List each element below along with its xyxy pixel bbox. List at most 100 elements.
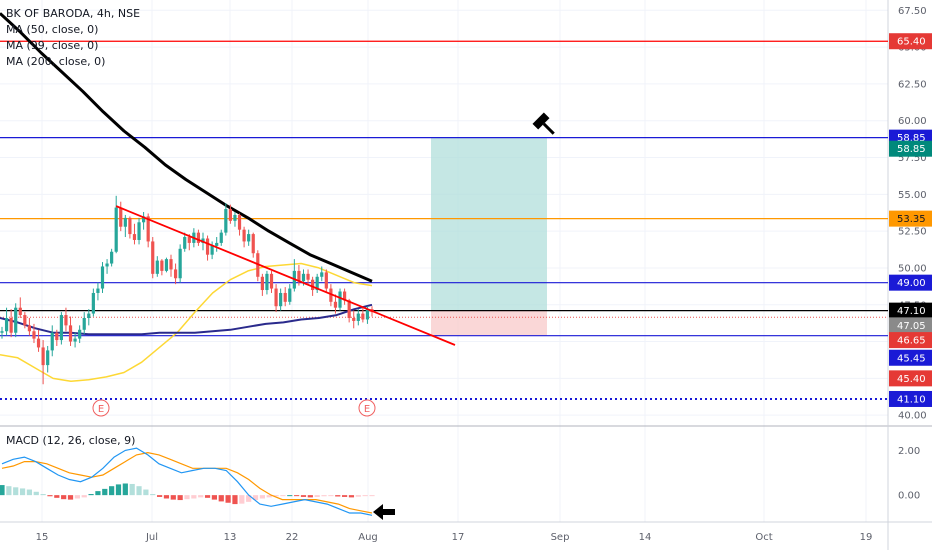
candle-body xyxy=(265,273,269,291)
price-tag-bg xyxy=(889,140,932,157)
candle-body xyxy=(279,292,283,307)
earnings-marker-label: E xyxy=(98,404,104,415)
candle-body xyxy=(132,234,137,240)
candle-body xyxy=(242,229,246,242)
macd-histogram-bar xyxy=(177,495,183,501)
macd-histogram-bar xyxy=(109,486,115,496)
price-tag-47.10: 47.10 xyxy=(889,302,932,319)
candle-body xyxy=(46,350,50,366)
time-axis-tick: 19 xyxy=(860,532,873,543)
legend-symbol[interactable]: BK OF BARODA, 4h, NSE xyxy=(6,7,141,20)
price-tag-45.40: 45.40 xyxy=(889,370,932,387)
candle-body xyxy=(14,307,18,333)
candle-body xyxy=(68,325,73,342)
candle-body xyxy=(151,241,155,274)
price-tag-58.85: 58.85 xyxy=(889,140,932,157)
gavel-handle xyxy=(542,122,555,135)
macd-histogram xyxy=(0,483,375,505)
macd-histogram-bar xyxy=(81,495,87,498)
candle-body xyxy=(137,222,141,240)
legend-ma50[interactable]: MA (50, close, 0) xyxy=(6,23,99,36)
price-tag-label: 53.35 xyxy=(897,214,926,225)
macd-line xyxy=(1,447,373,516)
macd-histogram-bar xyxy=(369,495,375,497)
macd-histogram-bar xyxy=(211,495,218,500)
candle-body xyxy=(55,332,59,341)
price-tag-label: 47.05 xyxy=(897,321,926,332)
price-tag-bg xyxy=(889,210,932,227)
candle-body xyxy=(110,251,114,264)
earnings-marker-circle xyxy=(358,399,376,417)
candle-body xyxy=(352,318,356,321)
macd-histogram-bar xyxy=(88,494,94,496)
time-axis-tick: 13 xyxy=(224,532,237,543)
macd-histogram-bar xyxy=(335,495,341,497)
macd-histogram-bar xyxy=(232,495,238,505)
candle-body xyxy=(237,214,242,230)
time-axis-tick: 14 xyxy=(639,532,652,543)
price-tag-47.05: 47.05 xyxy=(889,317,932,334)
price-tag-41.10: 41.10 xyxy=(889,390,932,407)
candle-body xyxy=(32,331,36,339)
candle-body xyxy=(324,272,328,289)
macd-legend[interactable]: MACD (12, 26, close, 9) xyxy=(6,434,136,447)
price-tag-label: 45.45 xyxy=(897,353,926,364)
candle-body xyxy=(64,315,68,326)
price-axis-tick: 55.00 xyxy=(898,190,927,201)
price-axis-tick: 40.00 xyxy=(898,411,927,422)
descending-trendline xyxy=(115,205,456,346)
gavel-icon xyxy=(532,112,555,135)
candle-body xyxy=(301,273,306,282)
ma50-line xyxy=(0,262,373,383)
candle-body xyxy=(9,318,13,333)
price-tag-label: 45.40 xyxy=(897,374,926,385)
candle-body xyxy=(173,269,178,279)
price-tag-label: 41.10 xyxy=(897,394,926,405)
candle-body xyxy=(146,216,150,242)
candle-body xyxy=(50,332,54,351)
arrow-left-icon xyxy=(373,504,395,520)
price-tag-bg xyxy=(889,370,932,387)
macd-histogram-bar xyxy=(252,495,259,501)
time-axis-tick: Jul xyxy=(145,532,158,543)
legend-ma200[interactable]: MA (200, close, 0) xyxy=(6,55,106,68)
macd-histogram-bar xyxy=(246,495,252,502)
candle-body xyxy=(78,329,82,339)
candle-body xyxy=(320,272,324,277)
price-tag-bg xyxy=(889,332,932,349)
candle-body xyxy=(100,266,105,289)
price-tag-bg xyxy=(889,302,932,319)
macd-histogram-bar xyxy=(184,495,190,500)
time-axis-tick: Aug xyxy=(358,532,378,543)
position-loss-zone xyxy=(431,310,547,336)
candle-body xyxy=(155,260,159,274)
candle-body xyxy=(169,259,173,270)
candle-body xyxy=(128,217,132,235)
candle-body xyxy=(233,214,237,221)
macd-histogram-bar xyxy=(218,495,224,502)
candle-body xyxy=(356,313,360,321)
candle-body xyxy=(123,217,127,227)
price-tag-45.45: 45.45 xyxy=(889,349,932,366)
candle-body xyxy=(361,313,365,320)
candle-body xyxy=(342,291,347,301)
macd-histogram-bar xyxy=(136,486,142,496)
price-tag-label: 46.65 xyxy=(897,336,926,347)
candle-body xyxy=(297,270,301,282)
price-tag-53.35: 53.35 xyxy=(889,210,932,227)
candle-body xyxy=(0,331,4,333)
candle-body xyxy=(210,245,214,255)
macd-histogram-bar xyxy=(13,487,19,496)
time-axis-tick: Sep xyxy=(551,532,570,543)
candle-body xyxy=(82,318,86,330)
price-axis-tick: 62.50 xyxy=(898,79,927,90)
macd-histogram-bar xyxy=(191,495,197,499)
candle-body xyxy=(288,288,292,302)
macd-histogram-bar xyxy=(143,489,149,496)
price-tag-bg xyxy=(889,33,932,50)
earnings-marker-circle xyxy=(92,399,110,417)
macd-histogram-bar xyxy=(47,495,53,497)
macd-histogram-bar xyxy=(0,485,5,496)
legend-ma99[interactable]: MA (99, close, 0) xyxy=(6,39,99,52)
